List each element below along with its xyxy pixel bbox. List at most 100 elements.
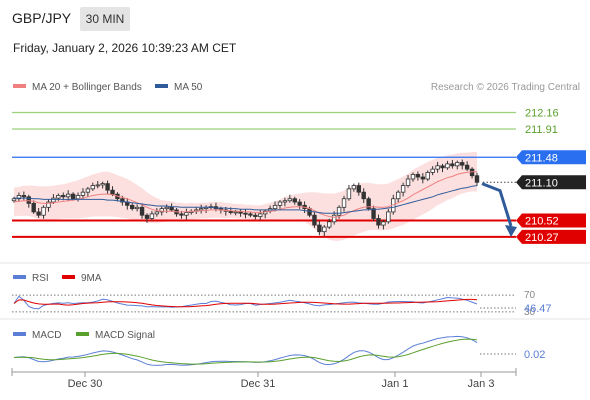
rsi-ma-line xyxy=(13,298,478,308)
candle-body xyxy=(371,208,376,219)
x-tick-label: Jan 3 xyxy=(468,378,495,390)
rsi-ma-legend-swatch xyxy=(62,275,75,279)
candle-body xyxy=(95,184,100,187)
ma20-line xyxy=(13,171,477,218)
candle-body xyxy=(159,208,164,213)
bollinger-bands xyxy=(14,152,477,241)
candle-body xyxy=(425,172,430,180)
level-tag-last xyxy=(516,175,586,190)
candle-body xyxy=(233,211,238,214)
macd-line xyxy=(13,335,478,366)
candle-body xyxy=(169,206,174,211)
rsi-level-label: 30 xyxy=(524,307,536,318)
level-label: 210.52 xyxy=(525,215,559,227)
level-tag-support xyxy=(516,213,586,228)
candle-body xyxy=(356,185,361,193)
macd-signal-legend-label: MACD Signal xyxy=(95,330,155,341)
candle-body xyxy=(238,211,243,214)
candle-body xyxy=(346,188,352,200)
candle-body xyxy=(430,168,435,173)
candle-body xyxy=(455,162,460,167)
level-label: 211.10 xyxy=(525,177,558,189)
candle-body xyxy=(243,212,248,215)
candle-body xyxy=(65,193,71,198)
candle-body xyxy=(105,183,110,191)
forecast-arrow xyxy=(481,182,517,237)
candle-body xyxy=(144,214,150,219)
candle-body xyxy=(11,198,17,202)
level-label: 210.27 xyxy=(525,232,559,244)
price-level-labels: 212.16 211.91 211.48 211.10 210.52 210.27 xyxy=(516,108,586,244)
ma50-legend-swatch xyxy=(155,84,168,88)
rsi-level-label: 70 xyxy=(524,290,536,301)
candle-body xyxy=(46,201,51,208)
candle-body xyxy=(440,165,445,169)
candle-body xyxy=(130,204,135,210)
ma20-legend-swatch xyxy=(13,84,26,88)
x-tick-label: Dec 31 xyxy=(241,378,276,390)
candle-body xyxy=(395,191,401,200)
candle-body xyxy=(405,178,411,186)
candle-body xyxy=(336,206,342,216)
candle-body xyxy=(179,213,184,216)
candle-body xyxy=(386,211,391,223)
watermark: Research © 2026 Trading Central xyxy=(431,82,580,93)
candle-body xyxy=(460,162,465,166)
candle-body xyxy=(253,214,258,217)
candle-body xyxy=(61,195,66,198)
level-tag-pivot xyxy=(516,150,586,165)
candle-body xyxy=(415,173,421,178)
level-tag-support xyxy=(516,229,586,244)
candle-body xyxy=(272,204,278,210)
candle-body xyxy=(248,213,253,216)
candle-body xyxy=(435,165,440,170)
rsi-legend-label: RSI xyxy=(32,273,49,284)
candle-body xyxy=(381,221,386,226)
candle-body xyxy=(120,198,125,203)
candle-body xyxy=(474,175,480,183)
macd-panel: 0.02 xyxy=(13,335,545,366)
candle-body xyxy=(110,189,115,195)
macd-legend-swatch xyxy=(13,332,26,336)
candle-body xyxy=(21,195,27,198)
timeframe-badge[interactable]: 30 MIN xyxy=(80,7,130,31)
price-levels xyxy=(12,111,516,238)
macd-last-value: 0.02 xyxy=(524,349,545,361)
candle-body xyxy=(184,212,189,216)
candle-body xyxy=(376,218,381,226)
candle-body xyxy=(85,188,91,193)
arrow-head xyxy=(505,224,517,237)
x-tick-label: Jan 1 xyxy=(382,378,409,390)
candle-body xyxy=(149,213,155,219)
level-label: 211.48 xyxy=(525,152,558,164)
candle-body xyxy=(282,200,288,203)
macd-signal-line xyxy=(13,338,478,365)
candle-body xyxy=(139,206,145,216)
candle-body xyxy=(445,163,450,169)
candle-body xyxy=(292,198,297,203)
rsi-last-value: 46.47 xyxy=(524,303,552,315)
candle-body xyxy=(410,173,416,180)
candle-body xyxy=(31,202,36,213)
candle-body xyxy=(400,185,406,193)
rsi-ma-legend-label: 9MA xyxy=(81,273,102,284)
candle-body xyxy=(322,226,327,233)
level-label: 211.91 xyxy=(525,124,558,136)
candle-body xyxy=(450,163,455,167)
candle-body xyxy=(56,195,61,199)
candle-body xyxy=(228,210,233,213)
candle-body xyxy=(100,183,105,186)
candle-body xyxy=(154,211,160,215)
candle-body xyxy=(297,201,302,206)
candle-body xyxy=(164,206,169,210)
chart-header: GBP/JPY 30 MIN Friday, January 2, 2026 1… xyxy=(0,0,590,70)
ma50-line xyxy=(14,185,478,214)
candle-body xyxy=(317,224,322,233)
candle-body xyxy=(312,214,317,226)
candle-body xyxy=(36,211,41,216)
candle-body xyxy=(331,214,337,223)
candle-body xyxy=(134,206,140,210)
candle-body xyxy=(361,191,366,200)
rsi-legend-swatch xyxy=(13,275,26,279)
